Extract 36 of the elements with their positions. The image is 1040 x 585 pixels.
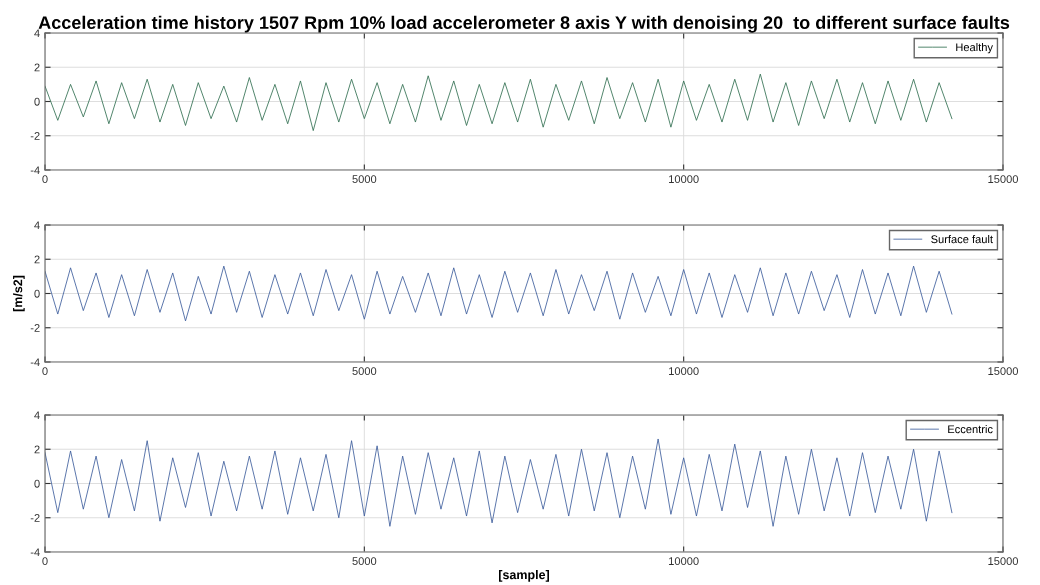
y-tick-label: 0 [34, 97, 40, 106]
y-tick-label: 2 [34, 255, 40, 264]
line-series [45, 73, 953, 132]
y-tick-label: 4 [34, 221, 40, 230]
y-tick-label: 4 [34, 411, 40, 420]
line-series [45, 438, 953, 527]
y-tick-label: -2 [30, 132, 40, 140]
y-tick-label: 0 [34, 479, 40, 488]
x-tick-label: 15000 [988, 367, 1019, 376]
x-tick-label: 0 [42, 557, 48, 566]
y-axis-title: [m/s2] [13, 275, 25, 312]
legend-label: Healthy [956, 43, 993, 54]
y-tick-label: -4 [30, 548, 40, 557]
y-tick-label: -4 [30, 358, 40, 367]
x-tick-label: 10000 [669, 367, 699, 376]
x-tick-label: 15000 [988, 175, 1019, 184]
x-tick-label: 0 [42, 175, 48, 184]
y-tick-label: 0 [34, 289, 40, 298]
x-tick-label: 10000 [669, 175, 699, 184]
x-axis-title: [sample] [499, 570, 549, 582]
y-tick-label: -2 [30, 514, 40, 522]
y-tick-label: 2 [34, 63, 40, 72]
x-tick-label: 5000 [352, 557, 377, 566]
x-tick-label: 15000 [988, 557, 1019, 566]
x-tick-label: 10000 [669, 557, 699, 566]
x-tick-label: 5000 [352, 367, 377, 376]
x-tick-label: 5000 [352, 175, 377, 184]
line-series [45, 265, 953, 322]
y-tick-label: -4 [30, 166, 40, 175]
x-tick-label: 0 [42, 367, 48, 376]
y-tick-label: 4 [34, 29, 40, 38]
chart-title: Acceleration time history 1507 Rpm 10% load accelerometer 8 axis Y with denoising 20 to different surface faults [38, 15, 1010, 33]
legend-label: Eccentric [948, 425, 993, 434]
y-tick-label: -2 [30, 324, 40, 332]
legend-label: Surface fault [931, 235, 993, 244]
y-tick-label: 2 [34, 445, 40, 454]
